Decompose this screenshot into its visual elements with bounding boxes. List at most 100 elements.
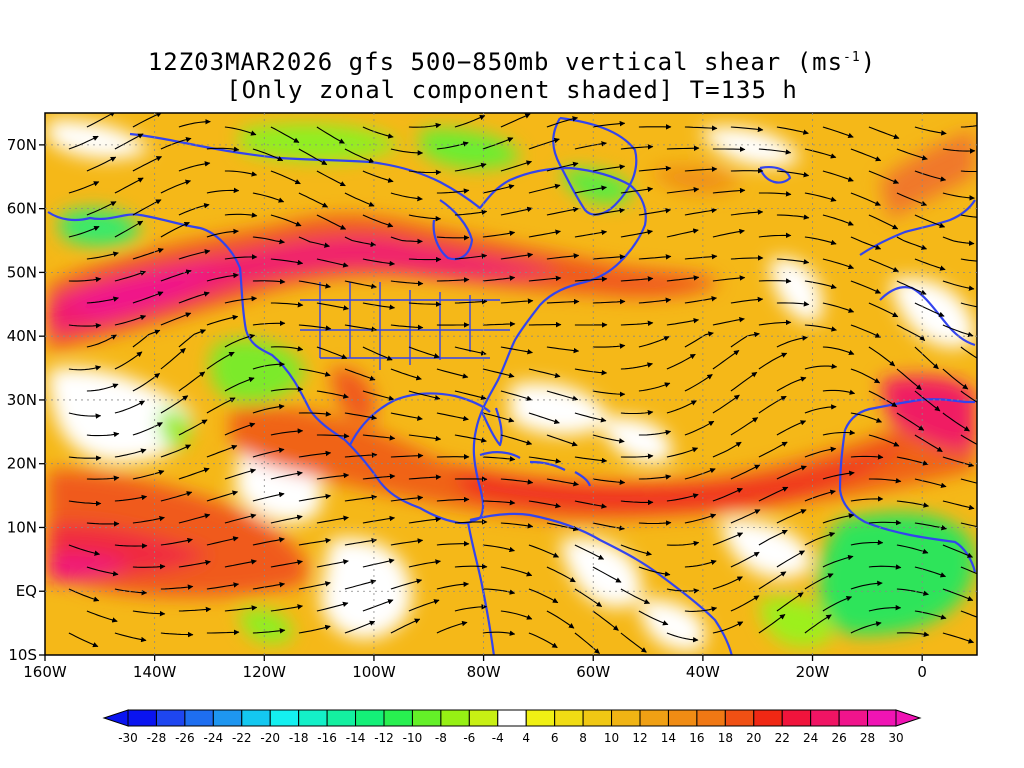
streamline xyxy=(850,412,883,423)
streamline xyxy=(132,113,163,128)
streamline xyxy=(546,206,579,216)
streamline xyxy=(344,452,378,458)
streamline xyxy=(68,588,100,602)
streamline xyxy=(574,229,608,238)
streamline xyxy=(344,324,378,332)
streamline xyxy=(528,456,562,464)
streamline xyxy=(804,446,837,458)
streamline xyxy=(942,368,969,390)
streamline xyxy=(620,186,654,194)
streamline xyxy=(436,496,470,503)
lon-label: 0 xyxy=(917,663,927,681)
lat-label: 60N xyxy=(7,200,37,218)
streamline xyxy=(546,346,580,354)
streamline xyxy=(546,434,578,447)
streamline xyxy=(804,192,837,202)
streamline xyxy=(436,581,470,590)
streamline xyxy=(592,164,626,172)
streamline xyxy=(436,540,470,547)
lat-label: 70N xyxy=(7,136,37,154)
streamline xyxy=(592,610,619,631)
streamline xyxy=(758,395,787,414)
streamline xyxy=(546,478,579,487)
streamline xyxy=(390,368,422,381)
streamline xyxy=(758,571,787,590)
streamline xyxy=(86,610,118,623)
streamline xyxy=(160,179,192,194)
streamline xyxy=(178,419,208,436)
streamline xyxy=(712,187,746,194)
streamline xyxy=(316,433,350,439)
streamline xyxy=(132,469,165,480)
colorbar-swatch xyxy=(155,709,186,727)
colorbar-label: -28 xyxy=(147,731,167,745)
streamline xyxy=(896,324,926,342)
streamline xyxy=(776,126,809,135)
streamline xyxy=(868,604,902,612)
streamline xyxy=(896,148,928,161)
streamline xyxy=(408,390,441,401)
streamline xyxy=(896,500,930,508)
streamline xyxy=(132,291,164,304)
colorbar-swatch xyxy=(639,709,669,727)
streamline xyxy=(206,146,240,152)
streamline xyxy=(546,610,575,629)
colorbar-label: 4 xyxy=(522,731,530,745)
streamline xyxy=(850,280,882,294)
streamline xyxy=(160,137,192,150)
colorbar-swatch xyxy=(667,709,698,727)
streamline xyxy=(362,515,396,524)
us-state-borders xyxy=(300,282,510,370)
streamline xyxy=(822,126,854,139)
streamline xyxy=(942,544,974,558)
colorbar-label: -8 xyxy=(435,731,447,745)
streamline xyxy=(408,214,442,222)
streamline xyxy=(160,537,193,546)
streamline xyxy=(942,456,975,468)
colorbar-label: -26 xyxy=(175,731,195,745)
streamline xyxy=(454,563,488,570)
streamline xyxy=(316,214,347,230)
streamline xyxy=(86,201,117,216)
streamline xyxy=(482,456,516,462)
streamline xyxy=(776,258,810,265)
streamline xyxy=(712,621,744,634)
streamline xyxy=(436,188,470,194)
streamline xyxy=(776,465,807,480)
streamline xyxy=(454,390,487,401)
streamline xyxy=(344,412,378,421)
streamline xyxy=(546,161,579,172)
streamline xyxy=(132,329,161,348)
streamline xyxy=(528,229,561,238)
streamline xyxy=(482,184,515,194)
streamline xyxy=(730,551,760,568)
colorbar-swatch xyxy=(810,709,840,727)
streamline xyxy=(574,412,607,423)
colorbar-swatch xyxy=(269,709,300,727)
streamline xyxy=(638,474,672,480)
streamline xyxy=(574,588,603,608)
streamline xyxy=(942,500,975,511)
streamline xyxy=(730,464,761,480)
colorbar-label: 10 xyxy=(604,731,619,745)
streamline xyxy=(316,346,348,360)
lon-label: 60W xyxy=(576,663,610,681)
streamline xyxy=(712,146,746,152)
streamline xyxy=(684,253,718,260)
colorbar-label: 24 xyxy=(803,731,818,745)
streamline xyxy=(224,422,256,436)
colorbar: -30 -28 -26 -24 -22 -20 -18 -16 -14 -12 -10 -8 -6 -4 4… xyxy=(102,709,922,745)
streamline xyxy=(298,148,328,166)
streamline xyxy=(896,368,922,391)
streamline xyxy=(546,390,579,401)
streamline xyxy=(960,566,977,575)
streamline xyxy=(316,472,350,480)
streamline xyxy=(850,580,883,590)
streamline xyxy=(436,412,469,422)
streamline xyxy=(666,632,699,643)
streamline xyxy=(942,148,976,154)
streamline xyxy=(804,280,837,290)
hudson-bay-coast xyxy=(432,199,474,261)
streamline xyxy=(132,610,166,617)
streamline xyxy=(316,258,349,268)
